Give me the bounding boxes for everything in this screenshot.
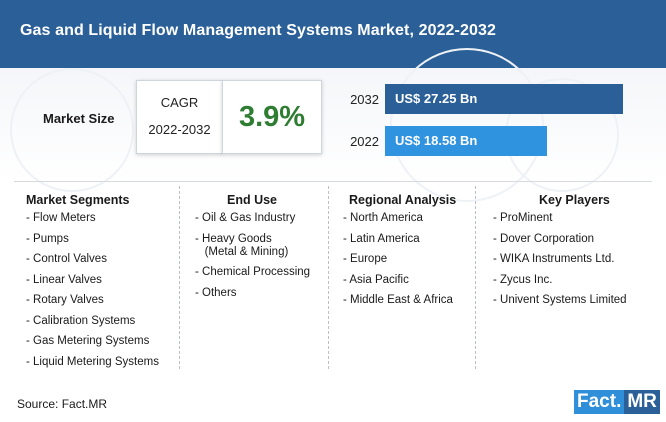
segment-list: - ProMinent - Dover Corporation - WIKA Ins… xyxy=(493,212,627,315)
cagr-years: 2022-2032 xyxy=(148,122,211,137)
segment-item: - Univent Systems Limited xyxy=(493,294,627,306)
segment-item: - Chemical Processing xyxy=(195,266,311,278)
column-heading: Market Segments xyxy=(26,193,130,207)
segment-item: - Linear Valves xyxy=(26,273,102,286)
bar-year-label: 2032 xyxy=(350,92,379,107)
segment-item: - Calibration Systems xyxy=(26,314,136,327)
segment-item: - Dover Corporation xyxy=(493,232,594,245)
decorative-ring xyxy=(10,68,134,192)
column-divider xyxy=(328,186,329,369)
cagr-label-box: CAGR 2022-2032 xyxy=(136,80,223,154)
segment-item: - Flow Meters xyxy=(26,212,96,224)
segment-item: - Pumps xyxy=(26,232,69,245)
column-heading: Regional Analysis xyxy=(349,193,457,207)
column-divider xyxy=(179,186,180,369)
bar-value-label: US$ 18.58 Bn xyxy=(395,133,478,148)
column-divider xyxy=(475,186,476,369)
factmr-logo: Fact. MR xyxy=(574,390,660,414)
bar-2022: US$ 18.58 Bn xyxy=(385,126,547,156)
segment-item: - Control Valves xyxy=(26,253,107,265)
section-divider xyxy=(14,181,652,182)
segment-list: - Flow Meters - Pumps - Control Valves - Li… xyxy=(26,212,159,376)
column-heading: End Use xyxy=(227,193,278,207)
segment-list: - Oil & Gas Industry - Heavy Goods (Metal… xyxy=(195,212,310,307)
segment-item: - Liquid Metering Systems xyxy=(26,355,159,368)
bar-year-label: 2022 xyxy=(350,134,379,149)
segment-item: - Asia Pacific xyxy=(343,273,409,286)
segment-item: - Europe xyxy=(343,253,388,265)
segment-item: - Heavy Goods (Metal & Mining) xyxy=(195,232,289,258)
segment-item: - Oil & Gas Industry xyxy=(195,212,296,224)
segment-item: - WIKA Instruments Ltd. xyxy=(493,253,615,265)
bar-value-label: US$ 27.25 Bn xyxy=(395,91,478,106)
logo-part-1: Fact. xyxy=(574,390,625,414)
segment-item: - ProMinent xyxy=(493,212,553,224)
segment-item: - Zycus Inc. xyxy=(493,273,553,286)
segment-item: - Others xyxy=(195,286,237,299)
column-heading: Key Players xyxy=(539,193,610,207)
segment-item: - North America xyxy=(343,212,423,224)
cagr-label: CAGR xyxy=(160,95,199,110)
header-banner: Gas and Liquid Flow Management Systems M… xyxy=(0,0,666,68)
segments-panel: Market Segments - Flow Meters - Pumps - Co… xyxy=(0,182,666,382)
cagr-value: 3.9% xyxy=(238,101,306,133)
segment-item: - Rotary Valves xyxy=(26,294,104,306)
bar-2032: US$ 27.25 Bn xyxy=(385,84,623,114)
segment-item: - Gas Metering Systems xyxy=(26,335,150,347)
segment-list: - North America - Latin America - Europe - … xyxy=(343,212,453,315)
segment-item: - Latin America xyxy=(343,232,420,245)
segment-item: - Middle East & Africa xyxy=(343,294,453,306)
page-title: Gas and Liquid Flow Management Systems M… xyxy=(20,22,496,39)
cagr-value-box: 3.9% xyxy=(222,80,322,154)
market-size-label: Market Size xyxy=(43,111,115,126)
source-note: Source: Fact.MR xyxy=(17,397,108,411)
logo-part-2: MR xyxy=(624,390,660,414)
